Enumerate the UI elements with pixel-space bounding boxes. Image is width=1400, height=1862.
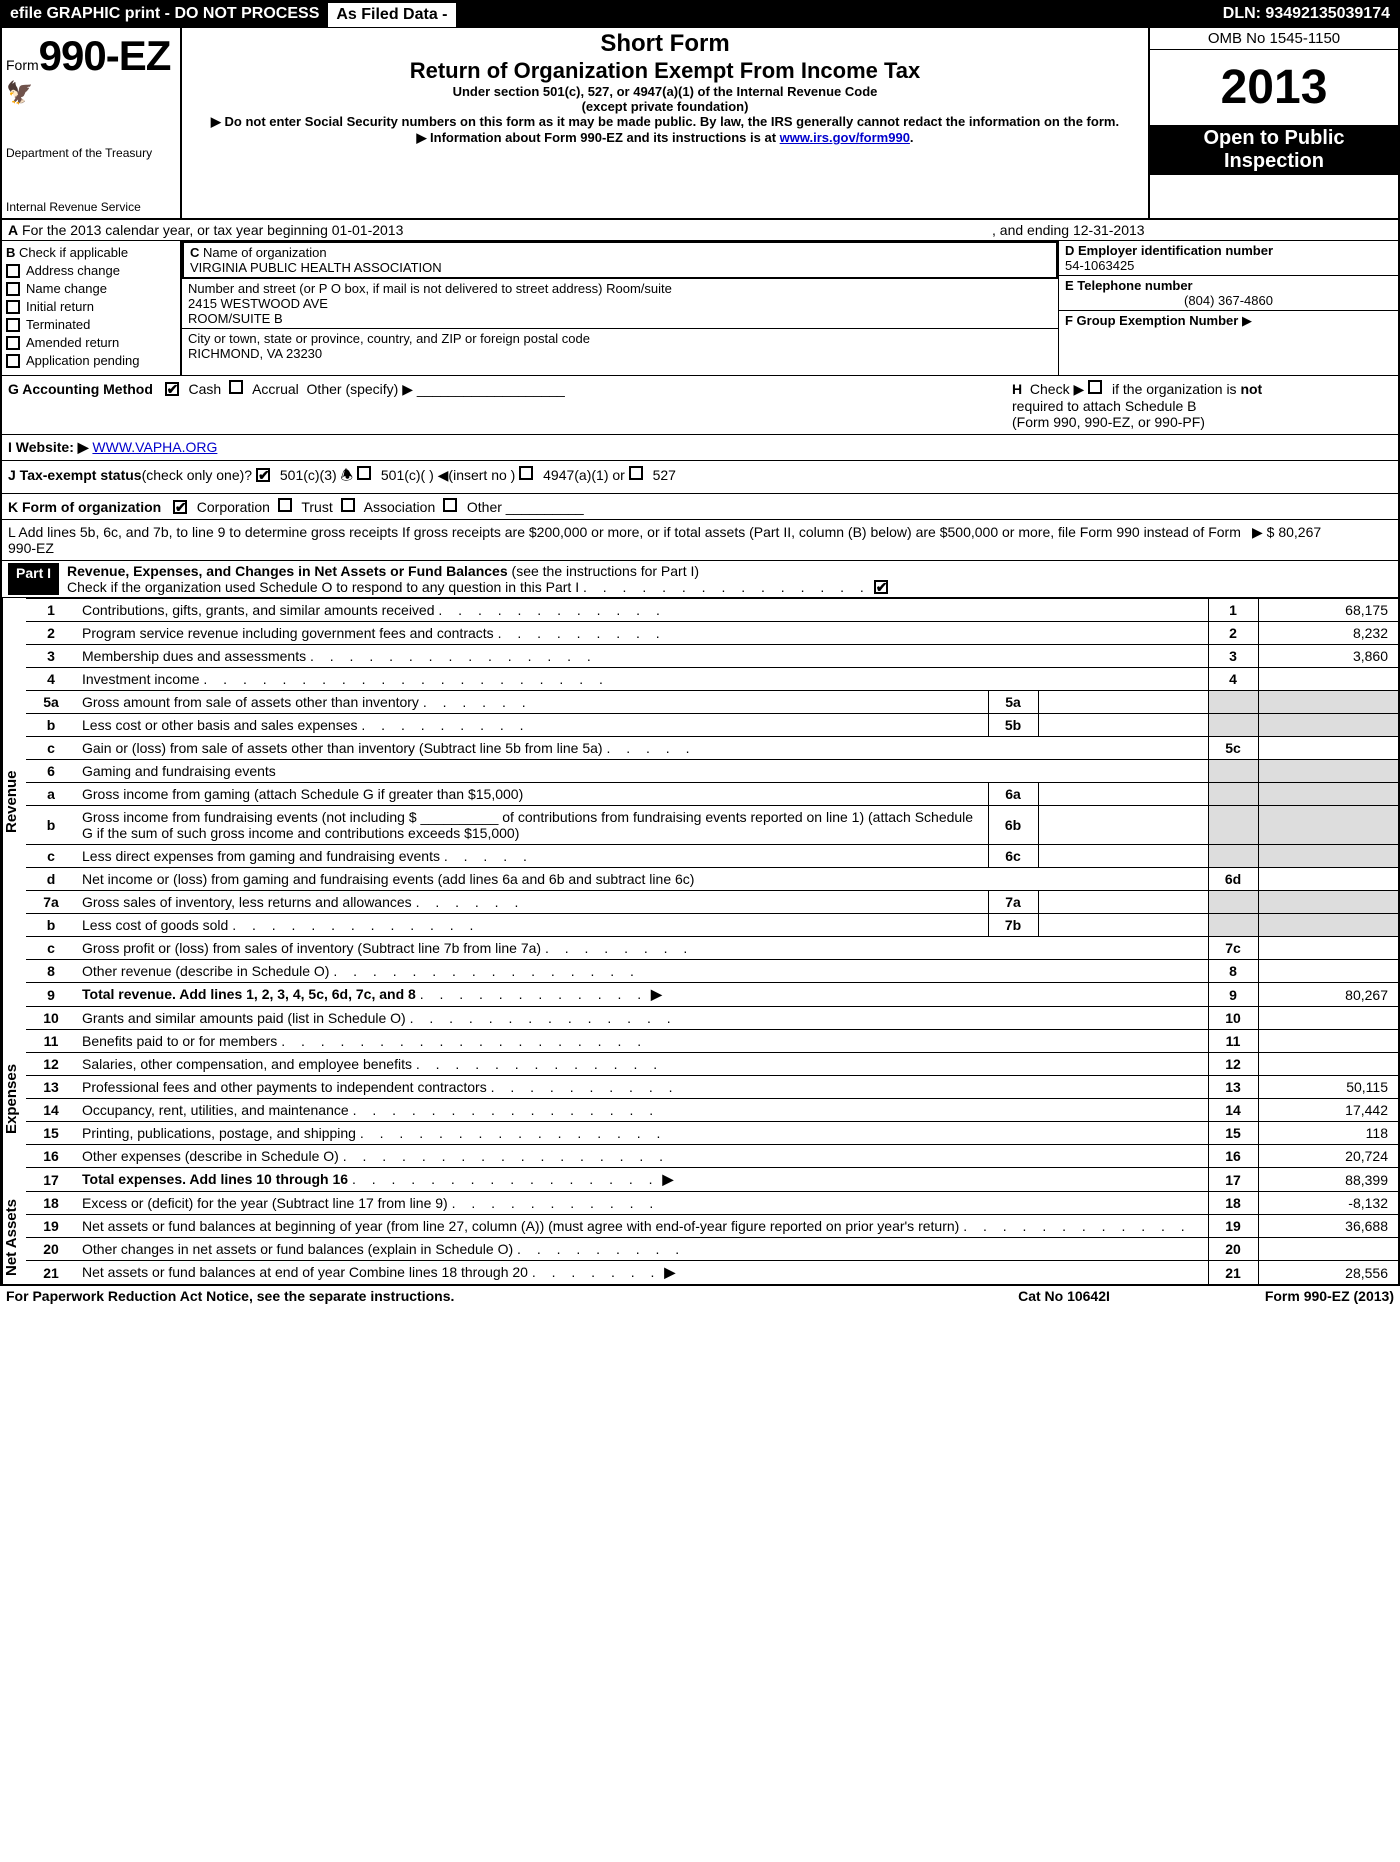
- info-note: ▶ Information about Form 990-EZ and its …: [192, 130, 1138, 146]
- line-18-val: -8,132: [1258, 1192, 1398, 1215]
- row-i: I Website: ▶ WWW.VAPHA.ORG: [2, 435, 1398, 461]
- line-20-val: [1258, 1238, 1398, 1261]
- ein-label: D Employer identification number: [1065, 243, 1273, 258]
- form-title: Return of Organization Exempt From Incom…: [192, 58, 1138, 84]
- gross-receipts: ▶ $ 80,267: [1252, 524, 1392, 556]
- header-left: Form990-EZ 🦅 Department of the Treasury …: [2, 28, 182, 218]
- check-527[interactable]: [629, 466, 643, 480]
- check-accrual[interactable]: [229, 380, 243, 394]
- spacer: [457, 2, 1215, 28]
- netassets-section: Net Assets 18Excess or (deficit) for the…: [2, 1191, 1398, 1284]
- form-number: 990-EZ: [39, 32, 171, 79]
- row-k: K Form of organization ✔ Corporation Tru…: [2, 494, 1398, 520]
- line-11-val: [1258, 1030, 1398, 1053]
- line-1-val: 68,175: [1258, 599, 1398, 622]
- check-corp[interactable]: ✔: [173, 500, 187, 514]
- part-1-label: Part I: [8, 563, 59, 595]
- line-19-val: 36,688: [1258, 1215, 1398, 1238]
- expenses-label: Expenses: [2, 1006, 26, 1191]
- group-exempt-label: F Group Exemption Number: [1065, 313, 1238, 328]
- line-10-val: [1258, 1007, 1398, 1030]
- check-address-change[interactable]: [6, 264, 20, 278]
- line-12-val: [1258, 1053, 1398, 1076]
- phone-value: (804) 367-4860: [1065, 293, 1392, 308]
- org-addr1: 2415 WESTWOOD AVE: [188, 296, 1052, 311]
- col-b-org: C Name of organization VIRGINIA PUBLIC H…: [182, 241, 1058, 375]
- ssn-note: ▶ Do not enter Social Security numbers o…: [192, 114, 1138, 130]
- org-city: RICHMOND, VA 23230: [188, 346, 1052, 361]
- asfiled-label: As Filed Data -: [327, 2, 456, 28]
- line-17-val: 88,399: [1258, 1168, 1398, 1192]
- line-3-val: 3,860: [1258, 645, 1398, 668]
- check-pending[interactable]: [6, 354, 20, 368]
- check-4947[interactable]: [519, 466, 533, 480]
- irs-link[interactable]: www.irs.gov/form990: [780, 130, 910, 145]
- header-right: OMB No 1545-1150 2013 Open to Public Ins…: [1148, 28, 1398, 218]
- line-6d-val: [1258, 868, 1398, 891]
- revenue-section: Revenue 1Contributions, gifts, grants, a…: [2, 598, 1398, 1006]
- check-schedule-b[interactable]: [1088, 380, 1102, 394]
- footer: For Paperwork Reduction Act Notice, see …: [0, 1286, 1400, 1306]
- col-b-right: D Employer identification number 54-1063…: [1058, 241, 1398, 375]
- netassets-label: Net Assets: [2, 1191, 26, 1284]
- form-page: efile GRAPHIC print - DO NOT PROCESS As …: [0, 0, 1400, 1286]
- row-gh: G Accounting Method ✔ Cash Accrual Other…: [2, 376, 1398, 435]
- check-trust[interactable]: [278, 498, 292, 512]
- check-name-change[interactable]: [6, 282, 20, 296]
- check-501c[interactable]: [357, 466, 371, 480]
- omb-number: OMB No 1545-1150: [1150, 28, 1398, 50]
- open-public: Open to Public Inspection: [1150, 125, 1398, 175]
- line-2-val: 8,232: [1258, 622, 1398, 645]
- check-amended[interactable]: [6, 336, 20, 350]
- header-center: Short Form Return of Organization Exempt…: [182, 28, 1148, 218]
- dept-irs: Internal Revenue Service: [6, 200, 176, 214]
- check-other-org[interactable]: [443, 498, 457, 512]
- row-l: L Add lines 5b, 6c, and 7b, to line 9 to…: [2, 520, 1398, 561]
- top-bar: efile GRAPHIC print - DO NOT PROCESS As …: [2, 2, 1398, 28]
- org-addr2: ROOM/SUITE B: [188, 311, 1052, 326]
- row-j: J Tax-exempt status(check only one)? ✔ 5…: [2, 461, 1398, 494]
- line-13-val: 50,115: [1258, 1076, 1398, 1099]
- org-name: VIRGINIA PUBLIC HEALTH ASSOCIATION: [190, 260, 1050, 275]
- footer-cat: Cat No 10642I: [954, 1288, 1174, 1304]
- line-7c-val: [1258, 937, 1398, 960]
- row-a: A For the 2013 calendar year, or tax yea…: [2, 220, 1398, 241]
- check-terminated[interactable]: [6, 318, 20, 332]
- check-initial-return[interactable]: [6, 300, 20, 314]
- row-b: B Check if applicable Address change Nam…: [2, 241, 1398, 376]
- website-link[interactable]: WWW.VAPHA.ORG: [92, 439, 217, 455]
- revenue-label: Revenue: [2, 598, 26, 1006]
- except-label: (except private foundation): [192, 99, 1138, 114]
- line-15-val: 118: [1258, 1122, 1398, 1145]
- line-14-val: 17,442: [1258, 1099, 1398, 1122]
- phone-label: E Telephone number: [1065, 278, 1193, 293]
- line-21-val: 28,556: [1258, 1261, 1398, 1285]
- check-cash[interactable]: ✔: [165, 382, 179, 396]
- col-b-checkboxes: B Check if applicable Address change Nam…: [2, 241, 182, 375]
- line-5c-val: [1258, 737, 1398, 760]
- line-8-val: [1258, 960, 1398, 983]
- shortform-label: Short Form: [192, 30, 1138, 58]
- dept-treasury: Department of the Treasury: [6, 146, 176, 160]
- line-16-val: 20,724: [1258, 1145, 1398, 1168]
- check-assoc[interactable]: [341, 498, 355, 512]
- header-row: Form990-EZ 🦅 Department of the Treasury …: [2, 28, 1398, 220]
- efile-label: efile GRAPHIC print - DO NOT PROCESS: [2, 2, 327, 28]
- line-9-val: 80,267: [1258, 983, 1398, 1007]
- form-subtitle: Under section 501(c), 527, or 4947(a)(1)…: [192, 84, 1138, 99]
- dln-label: DLN: 93492135039174: [1215, 2, 1398, 28]
- check-501c3[interactable]: ✔: [256, 468, 270, 482]
- footer-left: For Paperwork Reduction Act Notice, see …: [6, 1288, 954, 1304]
- tax-year: 2013: [1150, 50, 1398, 125]
- form-prefix: Form: [6, 57, 39, 73]
- check-schedule-o[interactable]: ✔: [874, 580, 888, 594]
- expenses-section: Expenses 10Grants and similar amounts pa…: [2, 1006, 1398, 1191]
- footer-form: Form 990-EZ (2013): [1174, 1288, 1394, 1304]
- line-4-val: [1258, 668, 1398, 691]
- ein-value: 54-1063425: [1065, 258, 1134, 273]
- part-1-header: Part I Revenue, Expenses, and Changes in…: [2, 561, 1398, 598]
